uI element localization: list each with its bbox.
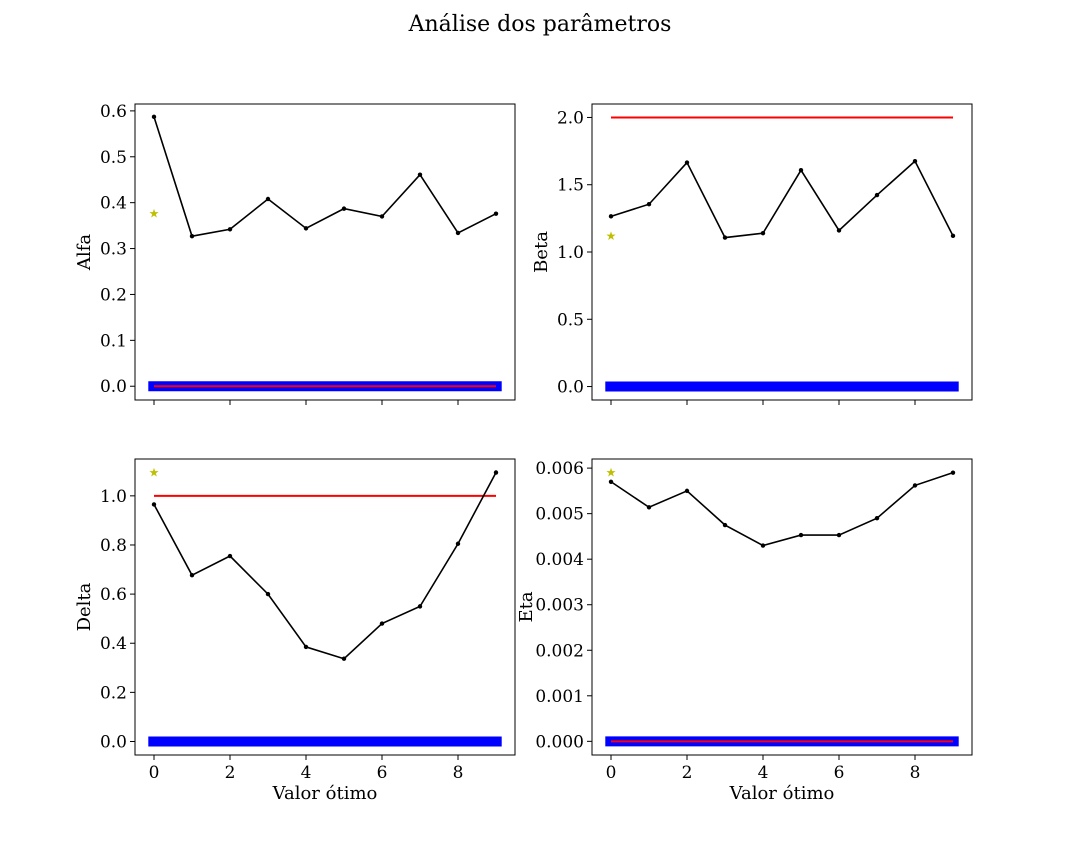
y-tick-label: 1.0 (100, 487, 127, 507)
series-line (154, 117, 496, 236)
y-tick-label: 0.005 (535, 505, 584, 525)
x-tick-label: 4 (758, 763, 769, 783)
y-tick-label: 2.0 (557, 108, 584, 128)
data-point (190, 234, 194, 238)
data-point (266, 197, 270, 201)
data-point (761, 543, 765, 547)
data-point (951, 470, 955, 474)
y-tick-label: 0.004 (535, 550, 584, 570)
x-tick-label: 8 (453, 763, 464, 783)
data-point (875, 193, 879, 197)
data-point (418, 604, 422, 608)
data-point (951, 234, 955, 238)
x-tick-label: 6 (834, 763, 845, 783)
data-point (152, 115, 156, 119)
data-point (837, 533, 841, 537)
y-tick-label: 1.5 (557, 176, 584, 196)
x-axis-label: Valor ótimo (272, 783, 378, 804)
y-tick-label: 0.6 (100, 585, 127, 605)
y-tick-label: 0.8 (100, 536, 127, 556)
x-tick-label: 0 (606, 763, 617, 783)
reference-star-marker: ★ (149, 207, 160, 221)
axes-frame (592, 459, 972, 755)
y-tick-label: 0.5 (100, 148, 127, 168)
y-tick-label: 0.001 (535, 687, 584, 707)
x-tick-label: 6 (377, 763, 388, 783)
y-axis-label: Beta (531, 231, 552, 273)
data-point (456, 542, 460, 546)
data-point (799, 533, 803, 537)
y-tick-label: 0.0 (100, 377, 127, 397)
data-point (913, 483, 917, 487)
subplot-3: ★ 0.0 0.2 0.4 0.6 0.8 1.0 0 2 4 6 8 Delta Valor ótimo (74, 459, 515, 804)
reference-star-marker: ★ (606, 229, 617, 243)
data-point (609, 480, 613, 484)
y-axis-label: Delta (74, 582, 95, 631)
data-point (875, 516, 879, 520)
x-axis-label: Valor ótimo (729, 783, 835, 804)
data-point (685, 489, 689, 493)
data-point (494, 470, 498, 474)
y-axis-label: Alfa (74, 234, 95, 271)
data-point (647, 202, 651, 206)
data-point (152, 502, 156, 506)
reference-star-marker: ★ (606, 466, 617, 480)
data-point (913, 159, 917, 163)
data-point (837, 228, 841, 232)
data-point (799, 168, 803, 172)
y-tick-label: 0.2 (100, 683, 127, 703)
y-tick-label: 0.003 (535, 596, 584, 616)
y-tick-label: 0.5 (557, 310, 584, 330)
y-axis-label: Eta (516, 591, 537, 622)
axes-frame (135, 459, 515, 755)
y-tick-label: 0.0 (557, 378, 584, 398)
y-tick-label: 0.6 (100, 102, 127, 122)
data-point (342, 206, 346, 210)
x-tick-label: 0 (149, 763, 160, 783)
y-tick-label: 0.1 (100, 331, 127, 351)
series-line (154, 473, 496, 659)
series-line (611, 161, 953, 237)
y-tick-label: 0.2 (100, 285, 127, 305)
data-point (494, 211, 498, 215)
subplot-2: ★ 0.0 0.5 1.0 1.5 2.0 Beta (531, 104, 972, 405)
data-point (723, 235, 727, 239)
data-point (723, 523, 727, 527)
data-point (380, 214, 384, 218)
x-tick-label: 2 (682, 763, 693, 783)
x-tick-label: 2 (225, 763, 236, 783)
data-point (609, 214, 613, 218)
y-tick-label: 1.0 (557, 243, 584, 263)
data-point (266, 592, 270, 596)
data-point (418, 172, 422, 176)
data-point (304, 226, 308, 230)
axes-frame (135, 104, 515, 400)
x-tick-label: 4 (301, 763, 312, 783)
y-tick-label: 0.3 (100, 240, 127, 260)
data-point (380, 621, 384, 625)
data-point (456, 231, 460, 235)
axes-frame (592, 104, 972, 400)
x-tick-label: 8 (910, 763, 921, 783)
data-point (685, 160, 689, 164)
data-point (228, 554, 232, 558)
y-tick-label: 0.002 (535, 641, 584, 661)
reference-star-marker: ★ (149, 466, 160, 480)
series-line (611, 473, 953, 546)
y-tick-label: 0.4 (100, 194, 127, 214)
data-point (228, 227, 232, 231)
y-tick-label: 0.000 (535, 732, 584, 752)
y-tick-label: 0.006 (535, 459, 584, 479)
data-point (647, 505, 651, 509)
data-point (190, 573, 194, 577)
y-tick-label: 0.4 (100, 634, 127, 654)
subplot-1: ★ 0.0 0.1 0.2 0.3 0.4 0.5 0.6 Alfa (74, 102, 515, 405)
data-point (761, 231, 765, 235)
data-point (342, 657, 346, 661)
y-tick-label: 0.0 (100, 732, 127, 752)
subplot-4: ★ 0.000 0.001 0.002 0.003 0.004 0.005 0.006 0 2 4 6… (516, 459, 972, 804)
data-point (304, 645, 308, 649)
